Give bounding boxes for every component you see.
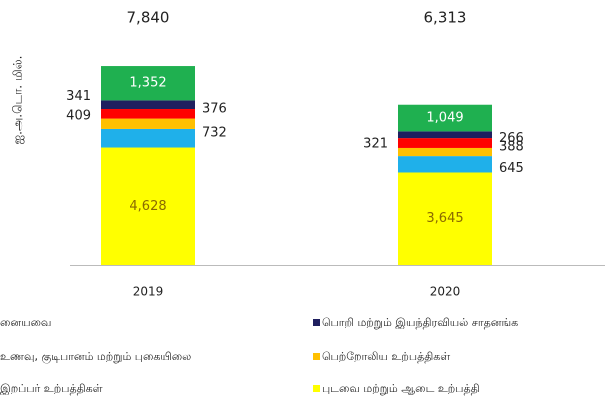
value-label: 409 [66, 108, 91, 123]
value-label: 1,049 [426, 111, 463, 126]
legend-label: உணவு, குடிபானம் மற்றும் புகையிலை [0, 350, 191, 365]
total-label: 6,313 [424, 9, 467, 27]
legend-label: னையவை [0, 316, 51, 329]
bar-segment [398, 156, 492, 173]
bar-segment [101, 100, 195, 110]
bar-segment [398, 138, 492, 148]
bar-segment [101, 128, 195, 148]
legend-label: இறப்பர் உற்பத்திகள் [0, 382, 103, 395]
legend-label: பொறி மற்றும் இயந்திரவியல் சாதனங்க [322, 316, 518, 329]
legend-label: பெற்றோலிய உற்பத்திகள் [322, 350, 450, 363]
value-label: 376 [202, 101, 227, 116]
bar-segment [101, 66, 195, 101]
y-axis-label: ஐ.அ.டொ. மில். [11, 56, 25, 145]
bar-segment [398, 172, 492, 265]
total-label: 7,840 [127, 9, 170, 27]
bar-segment [101, 147, 195, 265]
bar-segment [101, 118, 195, 129]
x-tick-label: 2020 [430, 285, 461, 299]
bar-segment [101, 109, 195, 119]
bar-segment [398, 147, 492, 157]
bar-segment [398, 131, 492, 139]
legend-label: புடவை மற்றும் ஆடை உற்பத்தி [322, 382, 480, 395]
x-tick-label: 2019 [133, 285, 164, 299]
bar-segment [398, 104, 492, 132]
value-label: 645 [499, 161, 524, 176]
value-label: 321 [363, 137, 388, 152]
legend-swatch [313, 353, 320, 360]
legend-swatch [313, 385, 320, 392]
value-label: 732 [202, 126, 227, 141]
value-label: 4,628 [129, 199, 166, 214]
value-label: 3,645 [426, 211, 463, 226]
value-label: 1,352 [129, 76, 166, 91]
value-label: 341 [66, 89, 91, 104]
legend-swatch [313, 319, 320, 326]
value-label: 388 [499, 140, 524, 155]
value-label: 266 [499, 131, 524, 146]
